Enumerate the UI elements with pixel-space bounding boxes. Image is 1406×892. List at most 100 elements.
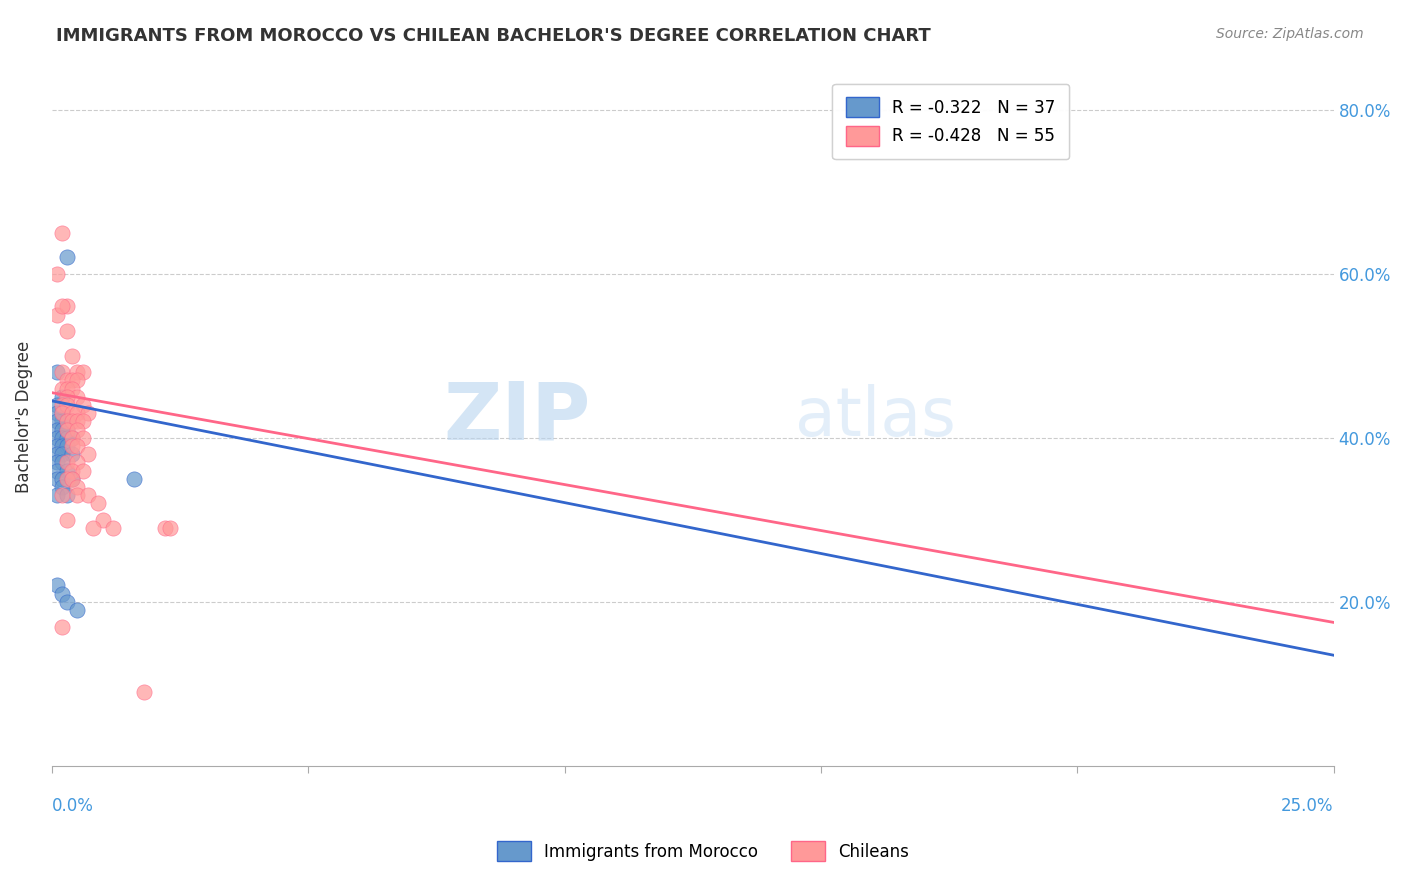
Point [51, 439, 73, 453]
Point [66, 488, 89, 502]
Point [60, 406, 83, 420]
Point [51, 472, 73, 486]
Point [72, 431, 94, 445]
Point [56, 464, 79, 478]
Point [60, 472, 83, 486]
Point [72, 414, 94, 428]
Point [51, 365, 73, 379]
Point [66, 365, 89, 379]
Point [56, 455, 79, 469]
Point [45, 455, 67, 469]
Legend: R = -0.322   N = 37, R = -0.428   N = 55: R = -0.322 N = 37, R = -0.428 N = 55 [832, 84, 1069, 160]
Point [51, 423, 73, 437]
Point [56, 513, 79, 527]
Point [60, 431, 83, 445]
Point [76, 488, 98, 502]
Point [122, 472, 145, 486]
Y-axis label: Bachelor's Degree: Bachelor's Degree [15, 341, 32, 493]
Point [56, 439, 79, 453]
Point [159, 521, 181, 535]
Point [56, 431, 79, 445]
Point [56, 324, 79, 338]
Point [66, 406, 89, 420]
Point [56, 250, 79, 264]
Point [66, 455, 89, 469]
Point [66, 480, 89, 494]
Point [51, 587, 73, 601]
Point [45, 439, 67, 453]
Text: 0.0%: 0.0% [52, 797, 94, 814]
Point [60, 439, 83, 453]
Point [60, 373, 83, 387]
Point [87, 496, 110, 510]
Point [60, 464, 83, 478]
Point [45, 447, 67, 461]
Point [51, 300, 73, 314]
Point [45, 488, 67, 502]
Point [51, 406, 73, 420]
Point [45, 423, 67, 437]
Point [66, 603, 89, 617]
Point [56, 300, 79, 314]
Point [45, 472, 67, 486]
Point [45, 365, 67, 379]
Legend: Immigrants from Morocco, Chileans: Immigrants from Morocco, Chileans [484, 828, 922, 875]
Point [51, 414, 73, 428]
Point [51, 390, 73, 404]
Point [56, 373, 79, 387]
Text: atlas: atlas [796, 384, 956, 450]
Point [51, 455, 73, 469]
Point [56, 472, 79, 486]
Point [60, 349, 83, 363]
Point [45, 414, 67, 428]
Point [76, 406, 98, 420]
Point [51, 431, 73, 445]
Point [56, 414, 79, 428]
Point [66, 414, 89, 428]
Point [60, 472, 83, 486]
Point [132, 685, 155, 699]
Point [56, 382, 79, 396]
Point [45, 431, 67, 445]
Point [56, 390, 79, 404]
Point [60, 382, 83, 396]
Point [60, 431, 83, 445]
Point [60, 447, 83, 461]
Point [45, 464, 67, 478]
Point [103, 521, 125, 535]
Point [66, 423, 89, 437]
Point [91, 513, 114, 527]
Point [51, 398, 73, 412]
Point [72, 398, 94, 412]
Point [66, 439, 89, 453]
Point [51, 619, 73, 633]
Point [51, 406, 73, 420]
Point [56, 423, 79, 437]
Point [72, 464, 94, 478]
Point [56, 414, 79, 428]
Point [56, 423, 79, 437]
Point [56, 488, 79, 502]
Point [51, 447, 73, 461]
Point [51, 226, 73, 240]
Text: Source: ZipAtlas.com: Source: ZipAtlas.com [1216, 27, 1364, 41]
Point [76, 447, 98, 461]
Point [45, 398, 67, 412]
Point [72, 365, 94, 379]
Point [66, 373, 89, 387]
Point [56, 398, 79, 412]
Point [82, 521, 104, 535]
Point [45, 406, 67, 420]
Text: 25.0%: 25.0% [1281, 797, 1334, 814]
Point [51, 480, 73, 494]
Point [51, 382, 73, 396]
Point [56, 595, 79, 609]
Text: IMMIGRANTS FROM MOROCCO VS CHILEAN BACHELOR'S DEGREE CORRELATION CHART: IMMIGRANTS FROM MOROCCO VS CHILEAN BACHE… [56, 27, 931, 45]
Point [45, 578, 67, 592]
Point [45, 308, 67, 322]
Point [153, 521, 176, 535]
Point [51, 488, 73, 502]
Point [66, 390, 89, 404]
Point [45, 267, 67, 281]
Point [60, 414, 83, 428]
